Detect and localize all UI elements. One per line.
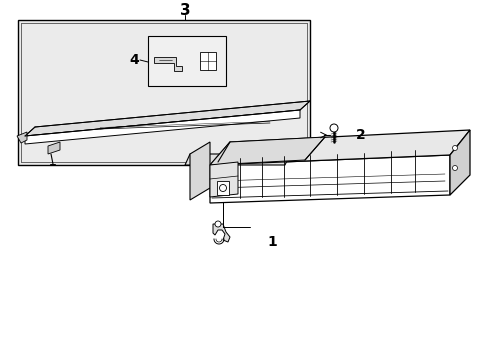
Polygon shape: [209, 162, 238, 197]
Polygon shape: [18, 20, 309, 165]
Polygon shape: [209, 137, 325, 165]
Text: 4: 4: [129, 53, 139, 67]
Text: 3: 3: [179, 3, 190, 18]
Circle shape: [451, 145, 457, 150]
Text: 2: 2: [355, 128, 365, 142]
Bar: [148, 36, 225, 86]
Circle shape: [329, 124, 337, 132]
Polygon shape: [209, 130, 469, 165]
Circle shape: [451, 166, 457, 171]
Polygon shape: [449, 130, 469, 195]
Polygon shape: [213, 224, 229, 242]
Polygon shape: [48, 142, 60, 154]
Polygon shape: [25, 101, 309, 136]
Polygon shape: [154, 57, 182, 71]
Circle shape: [219, 185, 226, 192]
Bar: [217, 181, 228, 195]
Polygon shape: [25, 110, 299, 144]
Polygon shape: [17, 132, 27, 143]
Polygon shape: [209, 155, 449, 203]
Polygon shape: [200, 52, 216, 70]
Circle shape: [215, 221, 221, 227]
Polygon shape: [190, 142, 209, 200]
Polygon shape: [184, 154, 289, 165]
Text: 1: 1: [266, 235, 276, 249]
